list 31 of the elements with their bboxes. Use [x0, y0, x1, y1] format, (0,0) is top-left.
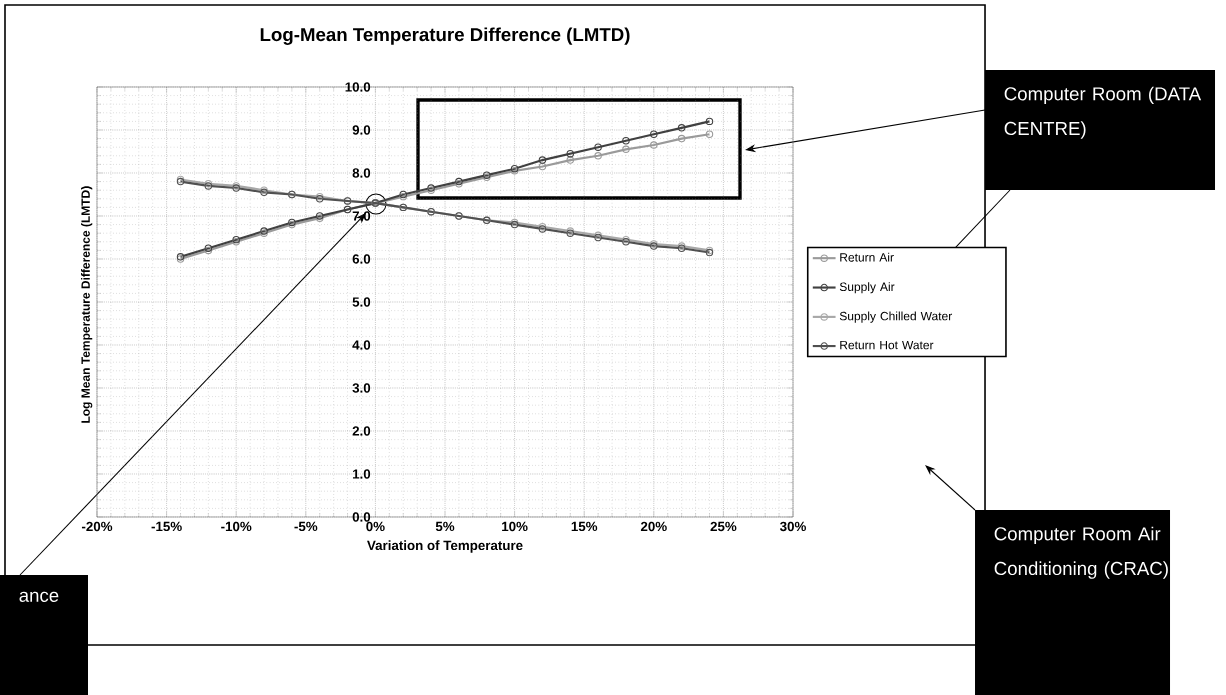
legend-label: Supply Air	[839, 282, 895, 294]
y-tick-label: 6.0	[352, 254, 371, 264]
x-tick-label: -15%	[151, 521, 182, 532]
y-tick-label: 5.0	[352, 297, 371, 307]
y-tick-label: 0.0	[352, 512, 371, 522]
legend-label: Return Air	[840, 252, 894, 262]
legend-label: Supply Chilled Water	[839, 311, 953, 323]
y-tick-label: 2.0	[352, 426, 371, 436]
x-tick-label: 30%	[779, 521, 806, 532]
x-tick-label: -10%	[221, 521, 252, 532]
x-tick-label: 25%	[710, 521, 737, 532]
y-tick-label: 8.0	[352, 168, 371, 178]
y-tick-label: 10.0	[345, 82, 371, 92]
y-tick-label: 3.0	[352, 383, 371, 393]
x-tick-label: 0%	[366, 521, 385, 532]
chart-title: Log-Mean Temperature Difference (LMTD)	[260, 27, 630, 45]
legend-label: Return Hot Water	[840, 340, 934, 350]
x-tick-label: 15%	[571, 521, 598, 532]
y-tick-label: 9.0	[352, 125, 371, 135]
x-tick-label: 5%	[435, 521, 455, 532]
x-axis-title: Variation of Temperature	[367, 540, 523, 553]
text: Computer Room (DATA CENTRE)	[1004, 86, 1202, 139]
y-tick-label: 4.0	[352, 340, 371, 350]
x-tick-label: -20%	[81, 521, 113, 532]
text: Computer Room Air Conditioning (CRAC)	[994, 526, 1168, 579]
text: ance	[19, 591, 59, 602]
x-tick-label: -5%	[294, 521, 318, 532]
y-tick-label: 1.0	[353, 469, 371, 479]
y-axis-title: Log Mean Temperature Difference (LMTD)	[81, 186, 93, 423]
x-tick-label: 10%	[502, 521, 528, 532]
x-tick-label: 20%	[640, 521, 667, 532]
